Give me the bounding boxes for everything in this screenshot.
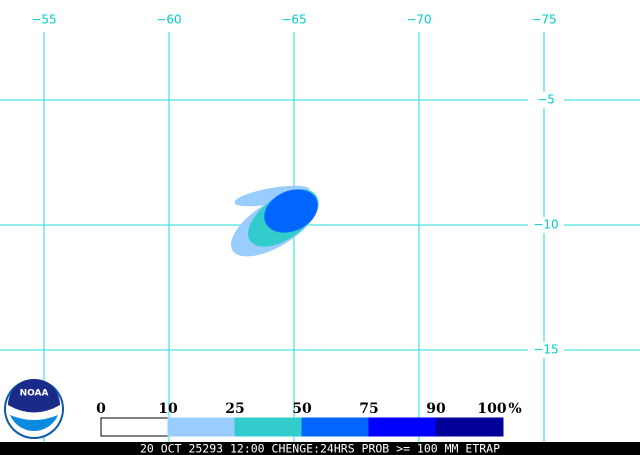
logo-text: NOAA bbox=[20, 389, 49, 399]
latitude-label: −10 bbox=[533, 218, 558, 232]
legend-label: 0 bbox=[96, 401, 106, 417]
legend: 0 10 25 50 75 90 100% bbox=[96, 401, 522, 437]
longitude-label: −65 bbox=[281, 13, 306, 27]
legend-label: 50 bbox=[292, 401, 312, 417]
legend-swatch bbox=[301, 417, 370, 437]
legend-label: 25 bbox=[225, 401, 244, 417]
grid-labels: −55 −60 −65 −70 −75 −5 −10 −15 bbox=[31, 13, 564, 358]
longitude-label: −70 bbox=[406, 13, 431, 27]
probability-area bbox=[231, 185, 319, 257]
label-bg bbox=[528, 92, 564, 108]
legend-swatch bbox=[368, 417, 437, 437]
latitude-label: −5 bbox=[537, 93, 555, 107]
label-bg bbox=[528, 342, 564, 358]
legend-label: 10 bbox=[158, 401, 178, 417]
legend-label: 90 bbox=[426, 401, 446, 417]
noaa-logo: NOAA bbox=[4, 379, 64, 439]
legend-label: 75 bbox=[359, 401, 378, 417]
longitude-label: −60 bbox=[156, 13, 181, 27]
legend-swatch bbox=[435, 417, 504, 437]
logo-top bbox=[8, 379, 60, 413]
latitude-label: −15 bbox=[533, 343, 558, 357]
prob-50 bbox=[264, 189, 318, 233]
footer-band bbox=[0, 442, 640, 455]
legend-swatch bbox=[100, 417, 169, 437]
footer-text: 20 OCT 25293 12:00 CHENGE:24HRS PROB >= … bbox=[140, 442, 500, 455]
legend-label: 100 bbox=[477, 401, 506, 417]
legend-swatch bbox=[234, 417, 303, 437]
logo-bottom bbox=[10, 415, 58, 431]
legend-unit: % bbox=[508, 401, 521, 417]
longitude-label: −55 bbox=[31, 13, 56, 27]
legend-swatch bbox=[167, 417, 236, 437]
longitude-label: −75 bbox=[531, 13, 556, 27]
label-bg bbox=[528, 217, 564, 233]
